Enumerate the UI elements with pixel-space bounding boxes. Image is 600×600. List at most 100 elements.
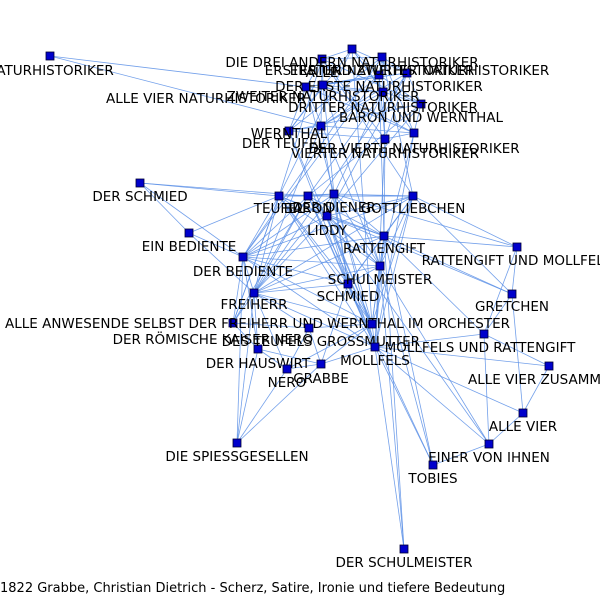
graph-edge (278, 195, 385, 237)
node-36-marker (274, 191, 284, 201)
graph-edge (278, 48, 353, 197)
node-6-label: DER BEDIENTE (193, 264, 293, 280)
graph-edge (253, 283, 349, 294)
node-36-label: TEUFEL (253, 201, 305, 217)
graph-edge (374, 346, 524, 414)
graph-edge (242, 256, 373, 325)
node-20-label: EINER VON IHNEN (428, 450, 550, 466)
graph-edge (286, 363, 322, 370)
graph-edge (49, 55, 307, 88)
graph-edge (378, 74, 385, 237)
graph-edge (253, 265, 381, 294)
node-31-marker (282, 364, 292, 374)
graph-edge (381, 56, 414, 197)
graph-edge (511, 246, 518, 295)
node-9-label: DER HAUSWIRT (206, 356, 311, 372)
node-15-label: DES TEUFELS GROSSMUTTER (222, 334, 420, 350)
graph-edge (257, 348, 288, 370)
graph-edge (483, 333, 490, 445)
graph-edge (242, 256, 255, 294)
graph-edge (511, 293, 524, 414)
node-17-label: DIE SPIESSGESELLEN (165, 449, 308, 465)
graph-edge (236, 363, 322, 444)
graph-edge (288, 130, 386, 140)
graph-edge (307, 195, 373, 325)
graph-edge (412, 195, 513, 295)
node-40-label: ZWEITER NATURHISTORIKER (226, 89, 419, 105)
graph-edge (253, 292, 310, 329)
graph-edge (347, 235, 385, 285)
graph-edge (374, 195, 414, 348)
graph-edge (253, 235, 385, 294)
graph-edge (308, 327, 322, 365)
graph-edge (242, 193, 335, 258)
node-39-label: WERNTHAL (251, 126, 328, 142)
graph-edge (483, 246, 518, 335)
graph-edge (483, 293, 513, 335)
graph-edge (308, 323, 373, 329)
graph-edge (432, 443, 490, 466)
graph-edge (378, 74, 386, 140)
graph-edge (326, 103, 422, 217)
node-11-marker (135, 178, 145, 188)
node-26-label: GRETCHEN (475, 299, 549, 315)
node-10-marker (304, 323, 314, 333)
graph-edge (257, 348, 322, 365)
graph-edge (322, 84, 335, 195)
graph-edge (320, 323, 373, 365)
node-2-label: ALLE VIER NATURHISTORIKER (106, 91, 306, 107)
graph-edge (242, 256, 381, 267)
graph-edge (288, 130, 349, 285)
graph-edge (242, 56, 383, 258)
graph-edge (379, 265, 434, 466)
graph-edge (278, 195, 376, 348)
node-22-marker (402, 68, 412, 78)
graph-edge (242, 256, 349, 285)
node-31-label: NERO (268, 375, 307, 391)
graph-edge (242, 256, 376, 348)
graph-edge (286, 323, 373, 370)
graph-edge (242, 195, 309, 258)
graph-edge (320, 346, 376, 365)
graph-edge (383, 138, 386, 237)
graph-edge (242, 195, 280, 258)
graph-edge (381, 56, 415, 134)
node-41-marker (303, 191, 313, 201)
graph-edge (253, 195, 280, 294)
graph-edge (253, 292, 373, 325)
node-23-label: FREIHERR (220, 297, 287, 313)
graph-edge (383, 235, 518, 248)
node-37-marker (428, 460, 438, 470)
node-28-label: MOLLFELS (340, 353, 410, 369)
graph-edge (242, 256, 259, 350)
graph-edge (321, 48, 353, 60)
graph-edge (278, 195, 349, 285)
graph-edge (307, 195, 385, 237)
node-0-label: ALLE ANWESENDE SELBST DER FREIHERR UND W… (5, 316, 510, 332)
graph-edge (242, 235, 385, 258)
graph-edge (232, 256, 244, 324)
graph-edge (322, 84, 415, 134)
node-30-label: NATURHISTORIKER (0, 63, 114, 79)
node-25-label: GRABBE (293, 371, 349, 387)
node-24-label: GOTTLIEBCHEN (361, 201, 466, 217)
graph-edge (374, 333, 485, 348)
graph-edge (383, 235, 405, 550)
node-33-marker (512, 242, 522, 252)
node-8-marker (374, 70, 384, 80)
graph-edge (374, 346, 490, 445)
node-5-label: BARON UND WERNTHAL (339, 110, 504, 126)
graph-edge (382, 91, 422, 105)
node-13-label: DER TEUFEL (242, 136, 326, 152)
graph-edge (351, 48, 380, 76)
graph-edge (378, 74, 422, 105)
node-41-label: BARON (284, 201, 333, 217)
node-39-marker (284, 126, 294, 136)
node-12-marker (399, 544, 409, 554)
node-10-label: DER RÖMISCHE KAISER NERO (113, 330, 313, 348)
graph-edge (139, 182, 244, 258)
graph-edge (253, 193, 335, 294)
graph-edge (188, 232, 255, 294)
node-2-marker (301, 82, 311, 92)
node-7-marker (329, 189, 339, 199)
